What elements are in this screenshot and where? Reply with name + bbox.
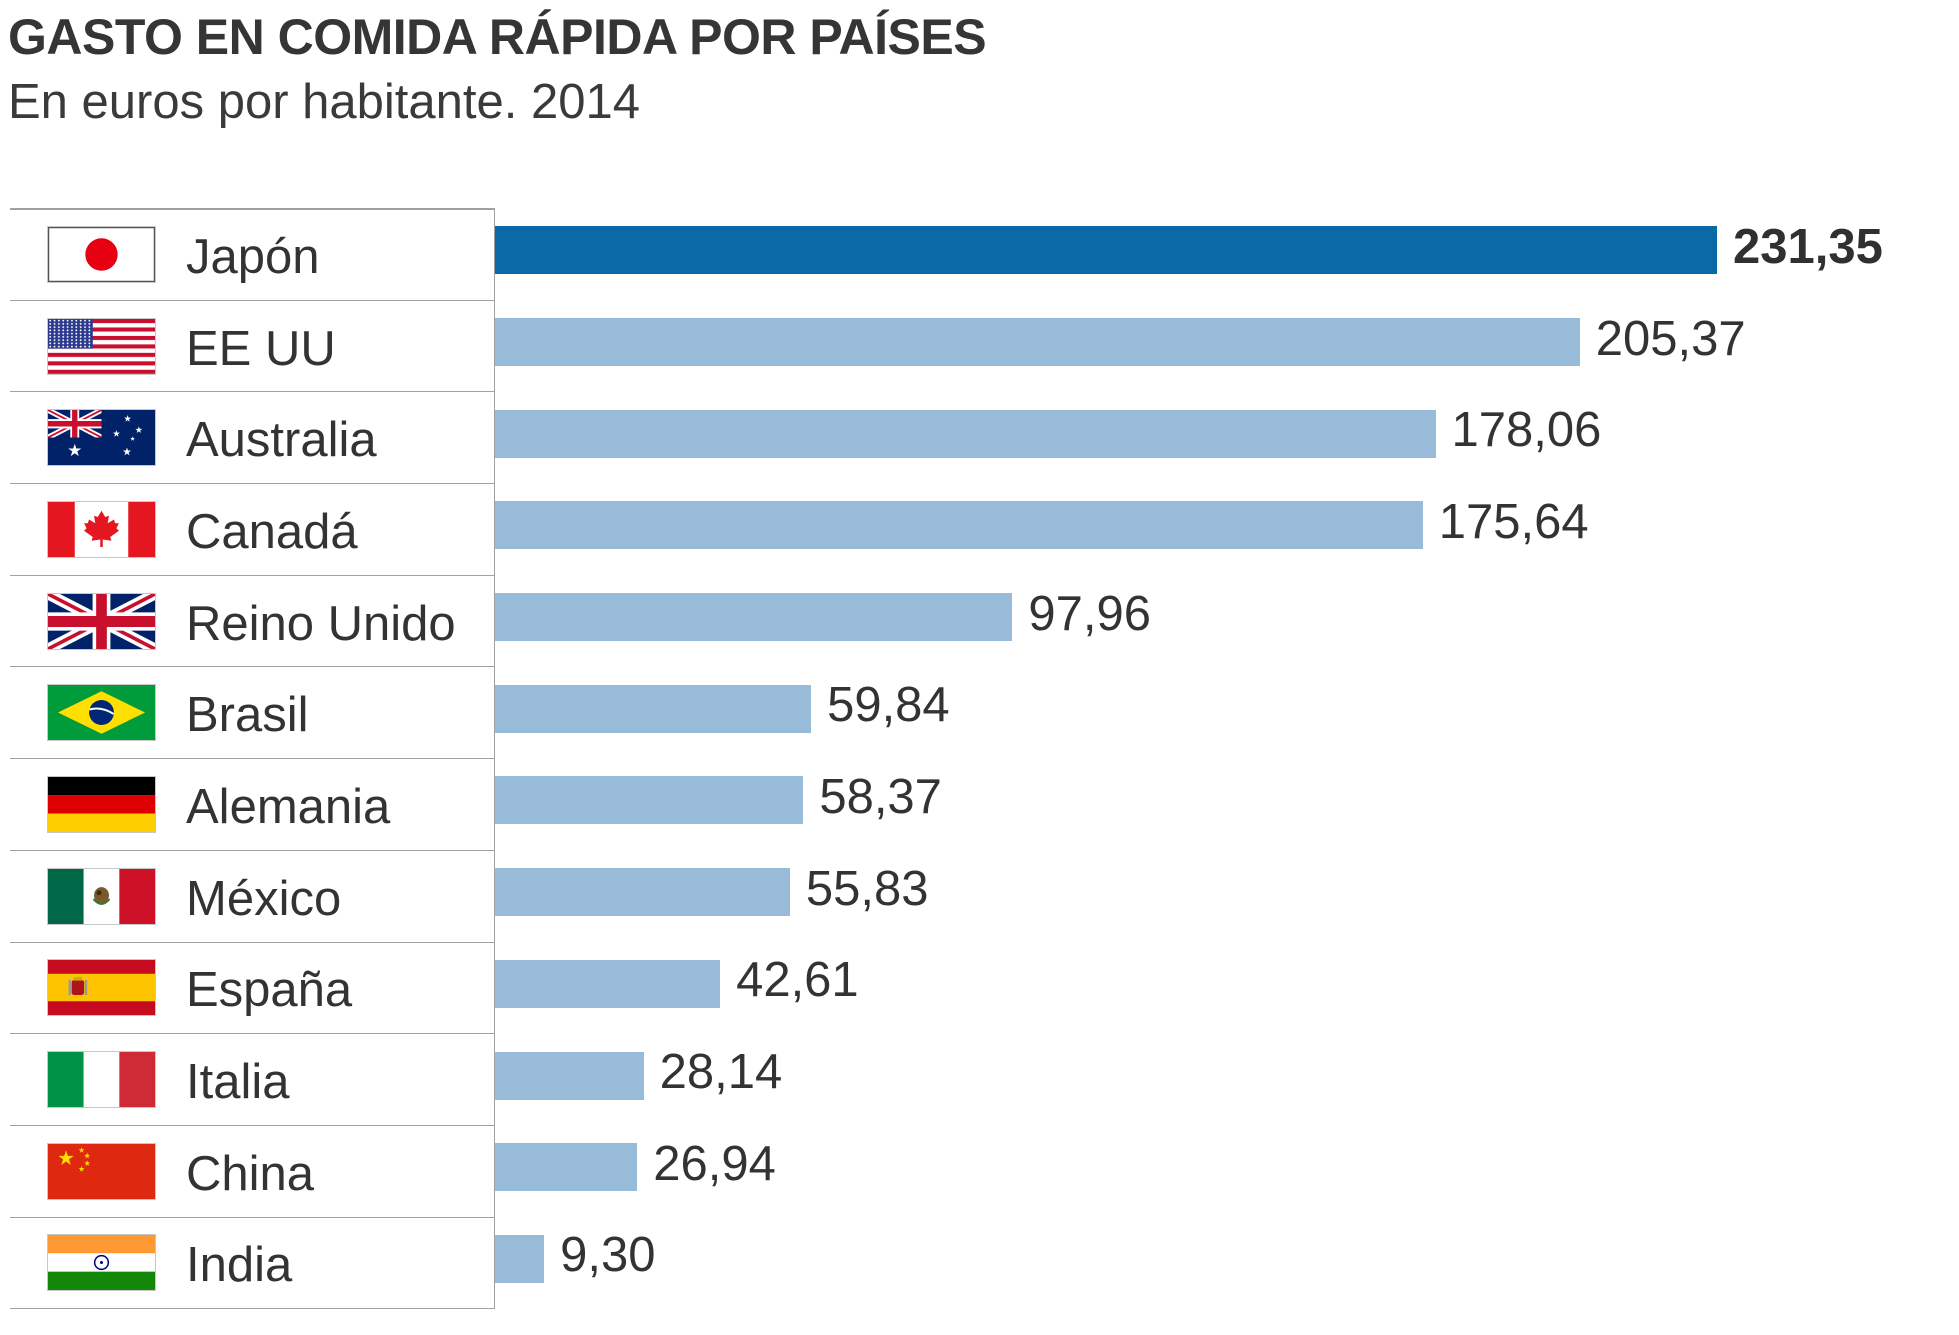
value-label-italia: 28,14: [659, 1045, 783, 1100]
category-label-australia: Australia: [186, 413, 377, 468]
value-label-mexico: 55,83: [805, 861, 929, 916]
table-row: Alemania 58,37: [10, 759, 1950, 851]
bar-cell: 42,61: [495, 943, 1950, 1035]
bar-cell: 178,06: [495, 392, 1950, 484]
bar-mexico: [495, 868, 790, 917]
bar-cell: 231,35: [495, 209, 1950, 301]
country-cell: Brasil: [10, 667, 495, 760]
value-label-australia: 178,06: [1451, 403, 1602, 458]
chart-title: GASTO EN COMIDA RÁPIDA POR PAÍSES: [8, 9, 987, 65]
value-label-ee-uu: 205,37: [1595, 311, 1746, 366]
bar-cell: 58,37: [495, 759, 1950, 851]
table-row: Reino Unido 97,96: [10, 575, 1950, 668]
value-label-canada: 175,64: [1438, 494, 1589, 549]
bar-cell: 59,84: [495, 667, 1950, 759]
category-label-alemania: Alemania: [186, 779, 391, 834]
bar-canada: [495, 501, 1423, 550]
category-label-mexico: México: [186, 871, 342, 926]
country-cell: India: [10, 1217, 495, 1310]
table-row: España 42,61: [10, 942, 1950, 1035]
value-label-brasil: 59,84: [827, 678, 950, 733]
bar-india: [495, 1234, 545, 1283]
bar-china: [495, 1143, 638, 1192]
flag-germany-icon: [48, 776, 155, 832]
country-cell: Italia: [10, 1034, 495, 1126]
value-label-japon: 231,35: [1733, 219, 1883, 274]
flag-canada-icon: [48, 501, 155, 557]
flag-mexico-icon: [48, 868, 155, 924]
country-cell: EE UU: [10, 300, 495, 393]
flag-spain-icon: [48, 960, 155, 1016]
country-cell: China: [10, 1125, 495, 1218]
table-row: Italia 28,14: [10, 1034, 1950, 1126]
bar-cell: 55,83: [495, 851, 1950, 943]
flag-australia-icon: [48, 410, 155, 466]
country-cell: México: [10, 850, 495, 943]
chart-subtitle: En euros por habitante. 2014: [8, 75, 641, 129]
category-label-espana: España: [186, 963, 353, 1018]
bar-espana: [495, 959, 721, 1008]
category-label-china: China: [186, 1146, 315, 1201]
flag-japan-icon: [48, 226, 155, 282]
bar-japon: [495, 226, 1717, 275]
bar-cell: 9,30: [495, 1218, 1950, 1310]
country-cell: Reino Unido: [10, 575, 495, 668]
value-label-india: 9,30: [560, 1228, 656, 1283]
table-row: India 9,30: [10, 1217, 1950, 1310]
bar-chart-table: Japón 231,35 EE UU 205,37: [10, 209, 1950, 1310]
category-label-ee-uu: EE UU: [186, 321, 336, 376]
bar-cell: 205,37: [495, 301, 1950, 393]
category-label-italia: Italia: [186, 1055, 290, 1110]
value-label-alemania: 58,37: [819, 769, 942, 824]
bar-australia: [495, 409, 1436, 458]
flag-india-icon: [48, 1235, 155, 1291]
value-label-reino-unido: 97,96: [1028, 586, 1152, 641]
table-row: China 26,94: [10, 1125, 1950, 1218]
country-cell: Japón: [10, 209, 495, 301]
category-label-reino-unido: Reino Unido: [186, 596, 456, 651]
flag-china-icon: [48, 1143, 155, 1199]
value-label-china: 26,94: [653, 1136, 776, 1191]
country-cell: Alemania: [10, 759, 495, 851]
bar-cell: 175,64: [495, 484, 1950, 576]
country-cell: Canadá: [10, 484, 495, 576]
table-row: Australia 178,06: [10, 392, 1950, 485]
bar-brasil: [495, 684, 812, 733]
table-row: EE UU 205,37: [10, 300, 1950, 393]
table-top-rule: [10, 208, 495, 210]
bar-ee-uu: [495, 318, 1580, 367]
table-row: Japón 231,35: [10, 209, 1950, 301]
table-row: Canadá 175,64: [10, 484, 1950, 576]
bar-reino-unido: [495, 593, 1013, 642]
country-cell: Australia: [10, 392, 495, 485]
bar-cell: 26,94: [495, 1126, 1950, 1218]
value-label-espana: 42,61: [736, 953, 859, 1008]
table-row: Brasil 59,84: [10, 667, 1950, 760]
bar-italia: [495, 1051, 644, 1100]
flag-usa-icon: [48, 318, 155, 374]
bar-cell: 97,96: [495, 576, 1950, 668]
category-label-japon: Japón: [186, 229, 320, 284]
bar-alemania: [495, 776, 804, 825]
flag-italy-icon: [48, 1052, 155, 1108]
category-label-india: India: [186, 1238, 293, 1293]
flag-uk-icon: [48, 594, 155, 649]
flag-brazil-icon: [48, 685, 155, 741]
table-row: México 55,83: [10, 850, 1950, 943]
country-cell: España: [10, 942, 495, 1035]
category-label-canada: Canadá: [186, 504, 358, 559]
bar-cell: 28,14: [495, 1034, 1950, 1126]
category-label-brasil: Brasil: [186, 688, 309, 743]
